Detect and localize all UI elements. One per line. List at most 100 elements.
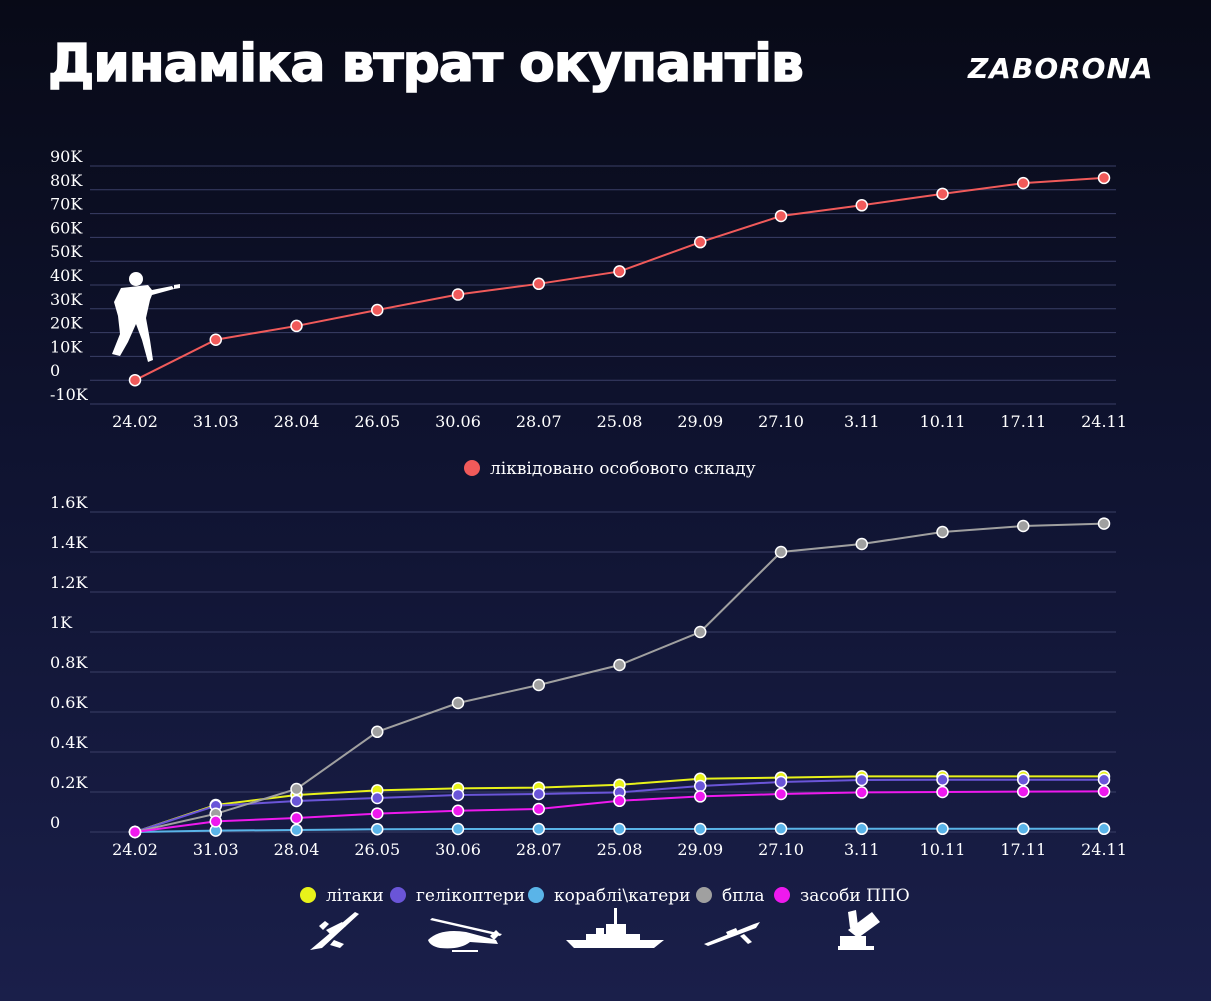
chart2-data-point xyxy=(1017,822,1030,836)
chart2-y-tick-label: 1K xyxy=(50,613,73,632)
chart2-data-point xyxy=(1097,517,1111,530)
chart2-y-tick-label: 0.6K xyxy=(50,693,88,712)
chart1-x-tick-label: 28.04 xyxy=(274,412,320,431)
chart1-x-tick-label: 25.08 xyxy=(597,412,643,431)
chart1-x-ticks: 24.02 31.03 28.04 26.05 30.06 28.07 25.08 29.09… xyxy=(112,412,1127,431)
chart2-x-tick-label: 31.03 xyxy=(193,840,239,859)
chart2-data-point xyxy=(532,822,545,836)
chart2-data-point xyxy=(613,794,626,808)
chart2-x-tick-label: 17.11 xyxy=(1000,840,1046,859)
chart2-data-point xyxy=(855,773,868,787)
chart2-data-point xyxy=(451,822,465,836)
chart2-data-point xyxy=(209,815,222,828)
legend-marker-air-defense xyxy=(774,887,790,903)
chart1-y-tick-label: 60K xyxy=(50,218,83,237)
chart2-x-tick-label: 29.09 xyxy=(677,840,723,859)
chart2-data-point xyxy=(936,525,949,539)
chart2-data-point xyxy=(532,678,545,692)
chart1-data-point xyxy=(451,288,465,301)
chart1-x-tick-label: 30.06 xyxy=(435,412,481,431)
chart2-data-point xyxy=(290,782,303,796)
chart2-data-point xyxy=(451,788,465,802)
chart2-data-point xyxy=(855,822,868,836)
chart1-x-tick-label: 10.11 xyxy=(920,412,966,431)
chart1-x-tick-label: 27.10 xyxy=(758,412,804,431)
chart2-data-point xyxy=(451,696,465,710)
chart1-series-line-0 xyxy=(134,176,1105,382)
chart2-data-point xyxy=(774,787,788,801)
chart1-x-tick-label: 28.07 xyxy=(516,412,562,431)
chart2-data-point xyxy=(1097,773,1111,787)
chart1-data-point xyxy=(128,373,142,387)
chart2-y-tick-label: 0.2K xyxy=(50,773,88,792)
chart1-y-ticks: 90K 80K 70K 60K 50K 40K 30K 20K 10K 0 -10K xyxy=(50,147,89,404)
chart1-data-point xyxy=(209,333,222,346)
drone-icon xyxy=(704,922,760,946)
chart1-x-tick-label: 17.11 xyxy=(1000,412,1046,431)
chart2-y-tick-label: 0.4K xyxy=(50,733,88,752)
legend-label-air-defense: засоби ППО xyxy=(800,886,910,906)
chart2-data-point xyxy=(936,785,949,799)
chart1-data-point xyxy=(774,209,788,223)
chart2-x-tick-label: 24.11 xyxy=(1081,840,1127,859)
chart2-data-point xyxy=(371,725,384,739)
legend-label-planes: літаки xyxy=(326,886,384,906)
legend-label-ships: кораблі\катери xyxy=(554,886,691,906)
chart2-data-point xyxy=(936,822,949,836)
chart1-x-tick-label: 31.03 xyxy=(193,412,239,431)
chart2-data-point xyxy=(774,822,788,836)
page-title: Динаміка втрат окупантів xyxy=(47,33,804,95)
chart2-gridlines xyxy=(90,511,1116,833)
chart1-y-tick-label: 50K xyxy=(50,242,83,261)
chart2-x-tick-label: 28.07 xyxy=(516,840,562,859)
chart1-y-tick-label: 90K xyxy=(50,147,83,166)
brand-logo: ZABORONA xyxy=(968,52,1154,85)
chart2-x-tick-label: 30.06 xyxy=(435,840,481,859)
chart1-x-tick-label: 24.11 xyxy=(1081,412,1127,431)
chart1-y-tick-label: 20K xyxy=(50,314,83,333)
chart1-x-tick-label: 29.09 xyxy=(677,412,723,431)
chart2-y-tick-label: 1.4K xyxy=(50,533,88,552)
chart2-y-tick-label: 0.8K xyxy=(50,653,88,672)
chart2-y-tick-label: 1.2K xyxy=(50,573,88,592)
chart2-data-point xyxy=(1017,773,1030,787)
chart1-x-tick-label: 26.05 xyxy=(354,412,400,431)
chart2-x-tick-label: 28.04 xyxy=(274,840,320,859)
soldier-icon xyxy=(112,272,180,362)
chart2-data-point xyxy=(290,794,303,808)
chart2-data-point xyxy=(774,775,788,789)
chart1-data-point xyxy=(936,187,949,201)
chart2-y-ticks: 1.6K 1.4K 1.2K 1K 0.8K 0.6K 0.4K 0.2K 0 xyxy=(50,493,88,832)
legend-marker-planes xyxy=(300,887,316,903)
chart1-y-tick-label: 40K xyxy=(50,266,83,285)
chart2-data-point xyxy=(694,822,707,836)
chart2-data-point xyxy=(855,786,868,799)
chart1-data-point xyxy=(532,277,545,291)
chart1-data-point xyxy=(290,319,303,333)
legend-marker-drones xyxy=(696,887,712,903)
chart1-gridlines xyxy=(90,165,1116,405)
chart2-data-point xyxy=(855,537,868,551)
air-defense-icon xyxy=(838,910,880,950)
chart1-y-tick-label: 80K xyxy=(50,171,83,190)
legend-marker-helicopters xyxy=(390,887,406,903)
chart2-data-point xyxy=(371,791,384,805)
chart1-data-point xyxy=(1097,171,1111,185)
chart2-data-point xyxy=(936,773,949,787)
chart2-data-point xyxy=(613,658,626,672)
chart2-data-point xyxy=(532,802,545,816)
chart1-data-point xyxy=(855,199,868,212)
chart2-y-tick-label: 1.6K xyxy=(50,493,88,512)
chart2-x-ticks: 24.02 31.03 28.04 26.05 30.06 28.07 25.08 29.09… xyxy=(112,840,1127,859)
chart2-data-point xyxy=(451,804,465,818)
chart1-series xyxy=(128,171,1111,387)
chart2-data-point xyxy=(290,811,303,825)
chart1-data-point xyxy=(1017,176,1030,190)
chart1-data-point xyxy=(694,235,707,249)
chart2-y-tick-label: 0 xyxy=(50,813,60,832)
chart2-data-point xyxy=(694,790,707,803)
airplane-icon xyxy=(310,912,359,950)
chart2-data-point xyxy=(1097,785,1111,798)
chart2-data-point xyxy=(1017,519,1030,533)
